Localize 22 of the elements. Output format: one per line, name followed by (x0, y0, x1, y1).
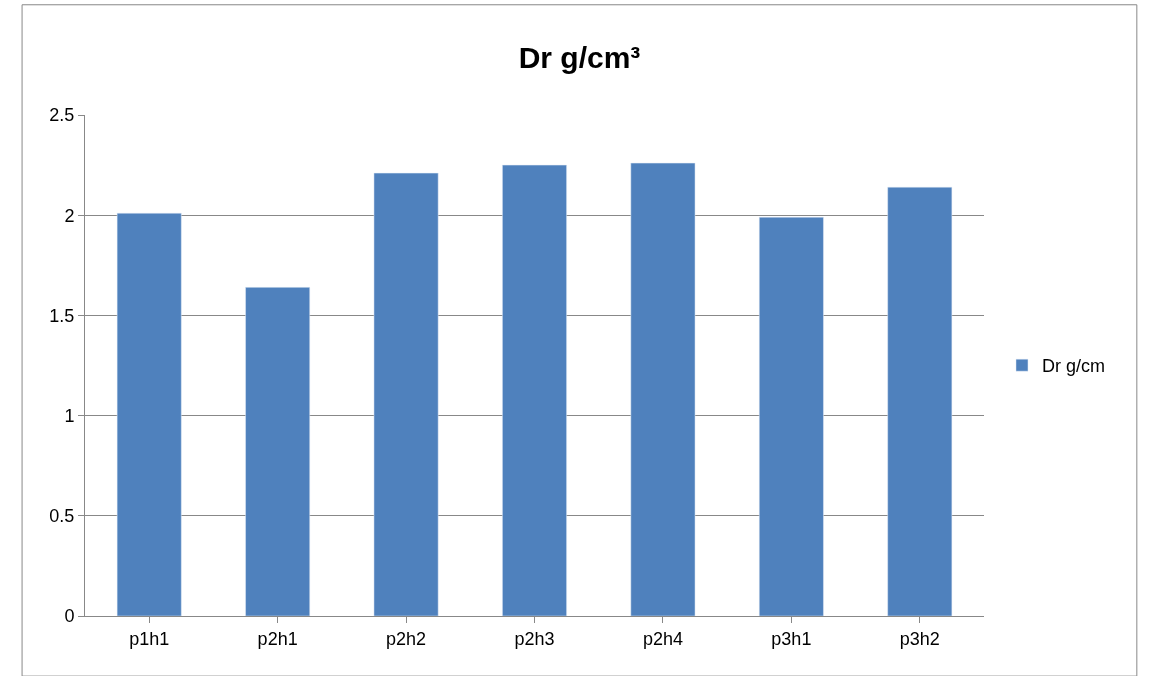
x-tick-label: p3h2 (899, 628, 940, 649)
x-tick-label: p2h4 (642, 628, 683, 649)
x-tick-label: p1h1 (129, 628, 170, 649)
bar (630, 162, 696, 616)
y-tick-label: 0.5 (49, 506, 75, 527)
x-tick-label: p2h2 (386, 628, 427, 649)
bar (887, 186, 953, 616)
x-tick-label: p3h1 (771, 628, 812, 649)
x-tick-label: p2h1 (257, 628, 298, 649)
bar (245, 287, 310, 616)
bar (759, 216, 824, 616)
bar (116, 212, 182, 616)
y-tick-label: 0 (64, 606, 75, 627)
legend-label: Dr g/cm (1041, 356, 1105, 377)
y-tick-label: 1.5 (49, 305, 75, 326)
bar (373, 172, 439, 616)
y-tick-label: 1 (64, 405, 75, 426)
x-tick-label: p2h3 (514, 628, 555, 649)
chart-title: Dr g/cm³ (518, 41, 641, 75)
bar (502, 164, 567, 616)
y-tick-label: 2.5 (49, 105, 75, 126)
y-tick-label: 2 (64, 205, 75, 226)
